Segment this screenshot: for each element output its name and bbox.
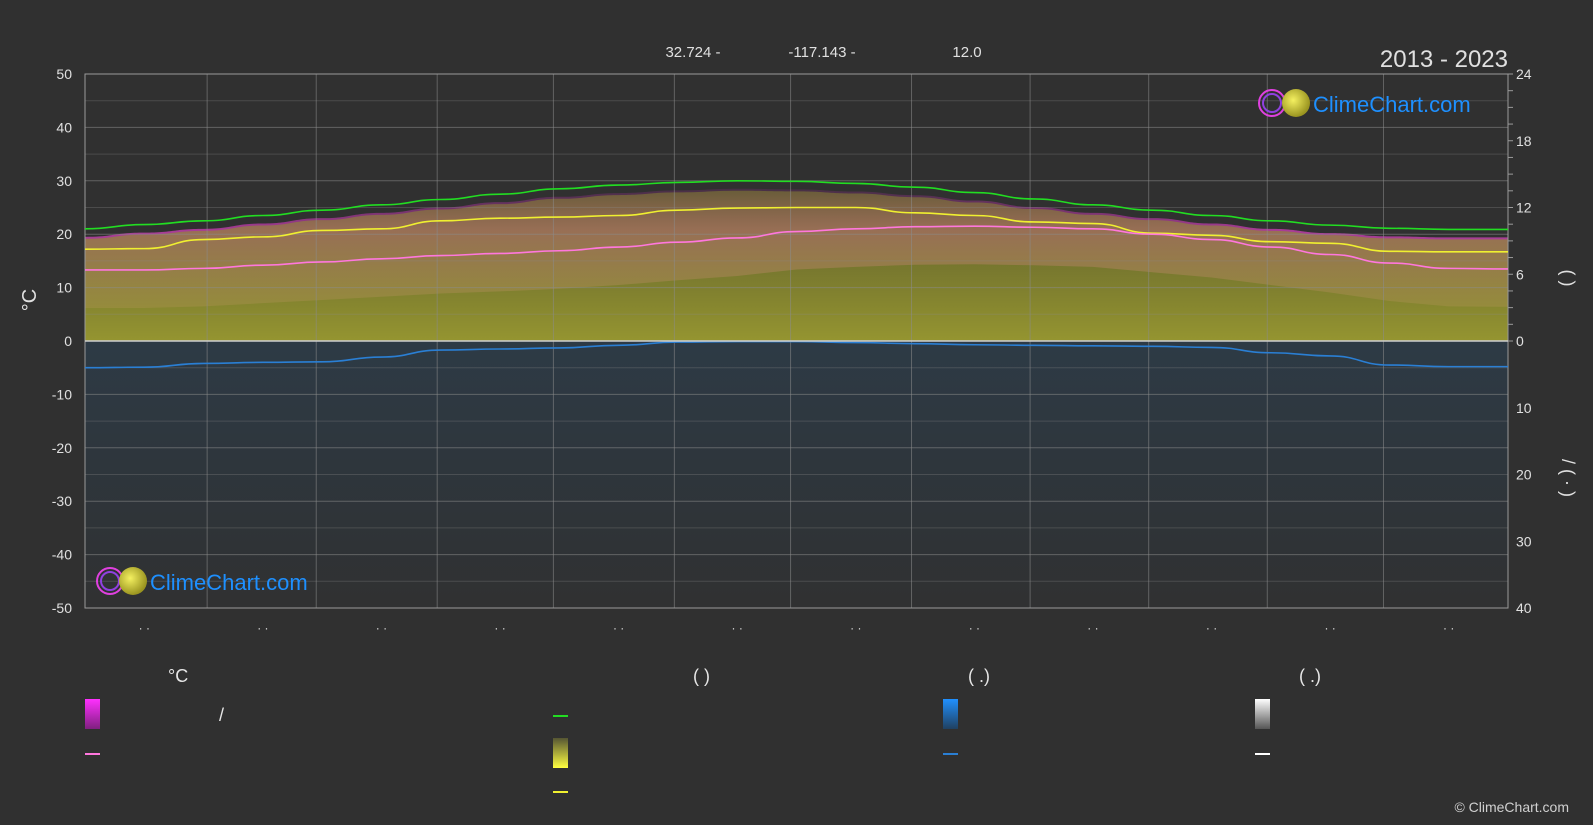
- y-right-tick-label: 12: [1516, 200, 1532, 216]
- y-tick-label: -20: [52, 440, 72, 456]
- y-right-tick-label: 30: [1516, 533, 1532, 549]
- y-tick-label: -10: [52, 386, 72, 402]
- legend-rain-swatch: [943, 699, 958, 729]
- y-right-tick-label: 24: [1516, 66, 1532, 82]
- y-right-tick-label: 20: [1516, 467, 1532, 483]
- y-right-tick-label: 6: [1516, 266, 1524, 282]
- series-line: [84, 225, 1509, 271]
- y-tick-label: 0: [64, 333, 72, 349]
- sunshine-area: [85, 190, 1508, 341]
- x-tick-label: · ·: [732, 621, 743, 635]
- y-axis-right-top-title: ( ): [1558, 270, 1578, 287]
- legend-temperature-range-swatch: [85, 699, 100, 729]
- plot-area: [85, 188, 1508, 608]
- y-right-tick-label: 0: [1516, 333, 1524, 349]
- x-tick-label: · ·: [1324, 621, 1335, 635]
- y-tick-label: 40: [56, 119, 72, 135]
- y-axis-right-bottom-title: / ( · ): [1558, 459, 1578, 497]
- x-tick-label: · ·: [376, 621, 387, 635]
- legend-sunshine-swatch: [553, 738, 568, 768]
- legend-temperature-item: /: [219, 705, 224, 725]
- series-line: [84, 179, 1508, 231]
- y-tick-label: 10: [56, 280, 72, 296]
- x-tick-label: · ·: [257, 621, 268, 635]
- y-right-tick-label: 18: [1516, 133, 1532, 149]
- elevation-text: 12.0: [952, 44, 981, 61]
- y-right-tick-label: 40: [1516, 600, 1532, 616]
- legend-snow-swatch: [1255, 699, 1270, 729]
- y-tick-label: 20: [56, 226, 72, 242]
- y-axis-left-title: °C: [19, 289, 41, 311]
- legend-sunshine-title: ( ): [693, 666, 710, 686]
- legend-rain-title: ( .): [968, 666, 990, 686]
- y-axis-right-ticks: 24 18 12 6 0 10 20 30 40: [1516, 66, 1532, 616]
- x-tick-label: · ·: [494, 621, 505, 635]
- y-tick-label: 30: [56, 173, 72, 189]
- precipitation-area: [85, 341, 1508, 608]
- logo-text: ClimeChart.com: [1313, 92, 1471, 117]
- series-lines: [84, 179, 1509, 369]
- right-minor-ticks: [1508, 73, 1513, 342]
- legend: °C / ( ) ( .) ( .): [85, 666, 1321, 793]
- x-tick-label: · ·: [139, 621, 150, 635]
- x-tick-label: · ·: [969, 621, 980, 635]
- logo-text: ClimeChart.com: [150, 570, 308, 595]
- logo-bottom-left[interactable]: ClimeChart.com: [96, 567, 308, 595]
- y-tick-label: -30: [52, 493, 72, 509]
- logo-inner-ring-icon: [1262, 93, 1282, 113]
- x-tick-label: · ·: [1206, 621, 1217, 635]
- x-axis-ticks: · · · · · · · · · · · · · · · · · · · · · · · ·: [139, 621, 1455, 635]
- longitude-text: -117.143 -: [788, 44, 855, 61]
- y-tick-label: -40: [52, 547, 72, 563]
- legend-snow-title: ( .): [1299, 666, 1321, 686]
- series-line: [84, 206, 1508, 253]
- x-tick-label: · ·: [1087, 621, 1098, 635]
- logo-sun-icon: [1282, 89, 1310, 117]
- x-tick-label: · ·: [613, 621, 624, 635]
- logo-sun-icon: [119, 567, 147, 595]
- y-right-tick-label: 10: [1516, 400, 1532, 416]
- period-title: 2013 - 2023: [1380, 46, 1508, 73]
- y-tick-label: 50: [56, 66, 72, 82]
- y-tick-label: -50: [52, 600, 72, 616]
- x-tick-label: · ·: [850, 621, 861, 635]
- logo-top-right[interactable]: ClimeChart.com: [1258, 89, 1471, 117]
- copyright-text: © ClimeChart.com: [1454, 799, 1569, 815]
- latitude-text: 32.724 -: [665, 44, 720, 61]
- legend-temperature-title: °C: [168, 666, 188, 686]
- y-axis-left-ticks: 50 40 30 20 10 0 -10 -20 -30 -40 -50: [52, 66, 72, 616]
- x-tick-label: · ·: [1443, 621, 1454, 635]
